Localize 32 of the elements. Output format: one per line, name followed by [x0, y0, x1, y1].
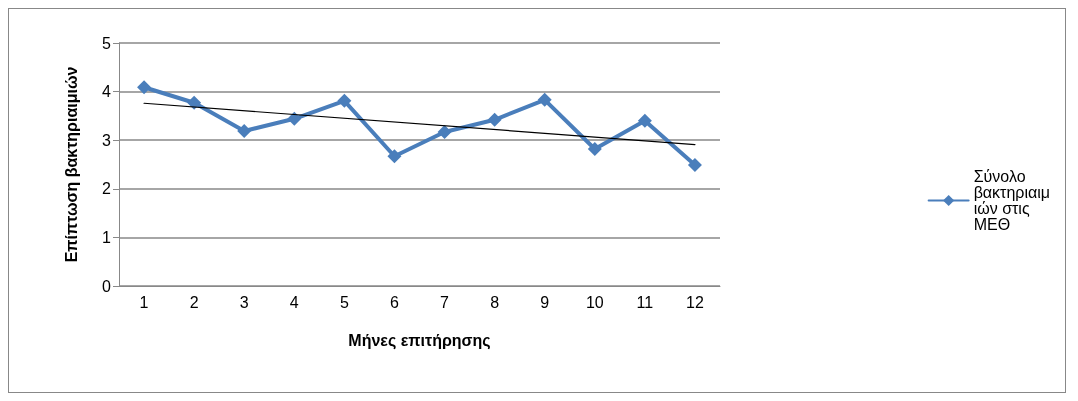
y-tick-label: 2 — [102, 180, 112, 198]
x-tick-label: 11 — [636, 293, 654, 311]
point — [387, 149, 402, 164]
y-tick-label: 5 — [102, 34, 112, 52]
x-tick-label: 10 — [585, 293, 604, 311]
legend-label: Σύνολο βακτηριαιμιών στις ΜΕΘ — [973, 168, 1051, 233]
x-tick-label: 12 — [686, 293, 704, 311]
x-tick-label: 2 — [189, 293, 199, 311]
point — [337, 93, 352, 108]
point — [437, 124, 452, 139]
point — [687, 157, 702, 172]
y-tick-label: 4 — [102, 83, 112, 101]
point — [287, 111, 302, 126]
x-tick-label: 9 — [540, 293, 550, 311]
x-tick-label: 6 — [390, 293, 400, 311]
point — [237, 123, 252, 138]
x-tick-label: 5 — [339, 293, 349, 311]
x-tick-label: 3 — [239, 293, 249, 311]
point — [137, 80, 152, 95]
point — [487, 112, 502, 127]
point — [587, 141, 602, 156]
y-tick-label: 0 — [102, 277, 112, 295]
point — [537, 92, 552, 107]
y-tick-label: 1 — [102, 228, 112, 246]
x-tick-label: 8 — [490, 293, 500, 311]
x-tick-label: 7 — [440, 293, 450, 311]
x-tick-label: 1 — [139, 293, 149, 311]
x-axis-title: Μήνες επιτήρησης — [348, 331, 491, 350]
y-tick-label: 3 — [102, 131, 112, 149]
y-axis-title: Επίπτωση βακτηριαιμιών — [62, 66, 80, 263]
x-tick-label: 4 — [289, 293, 299, 311]
point — [637, 113, 652, 128]
